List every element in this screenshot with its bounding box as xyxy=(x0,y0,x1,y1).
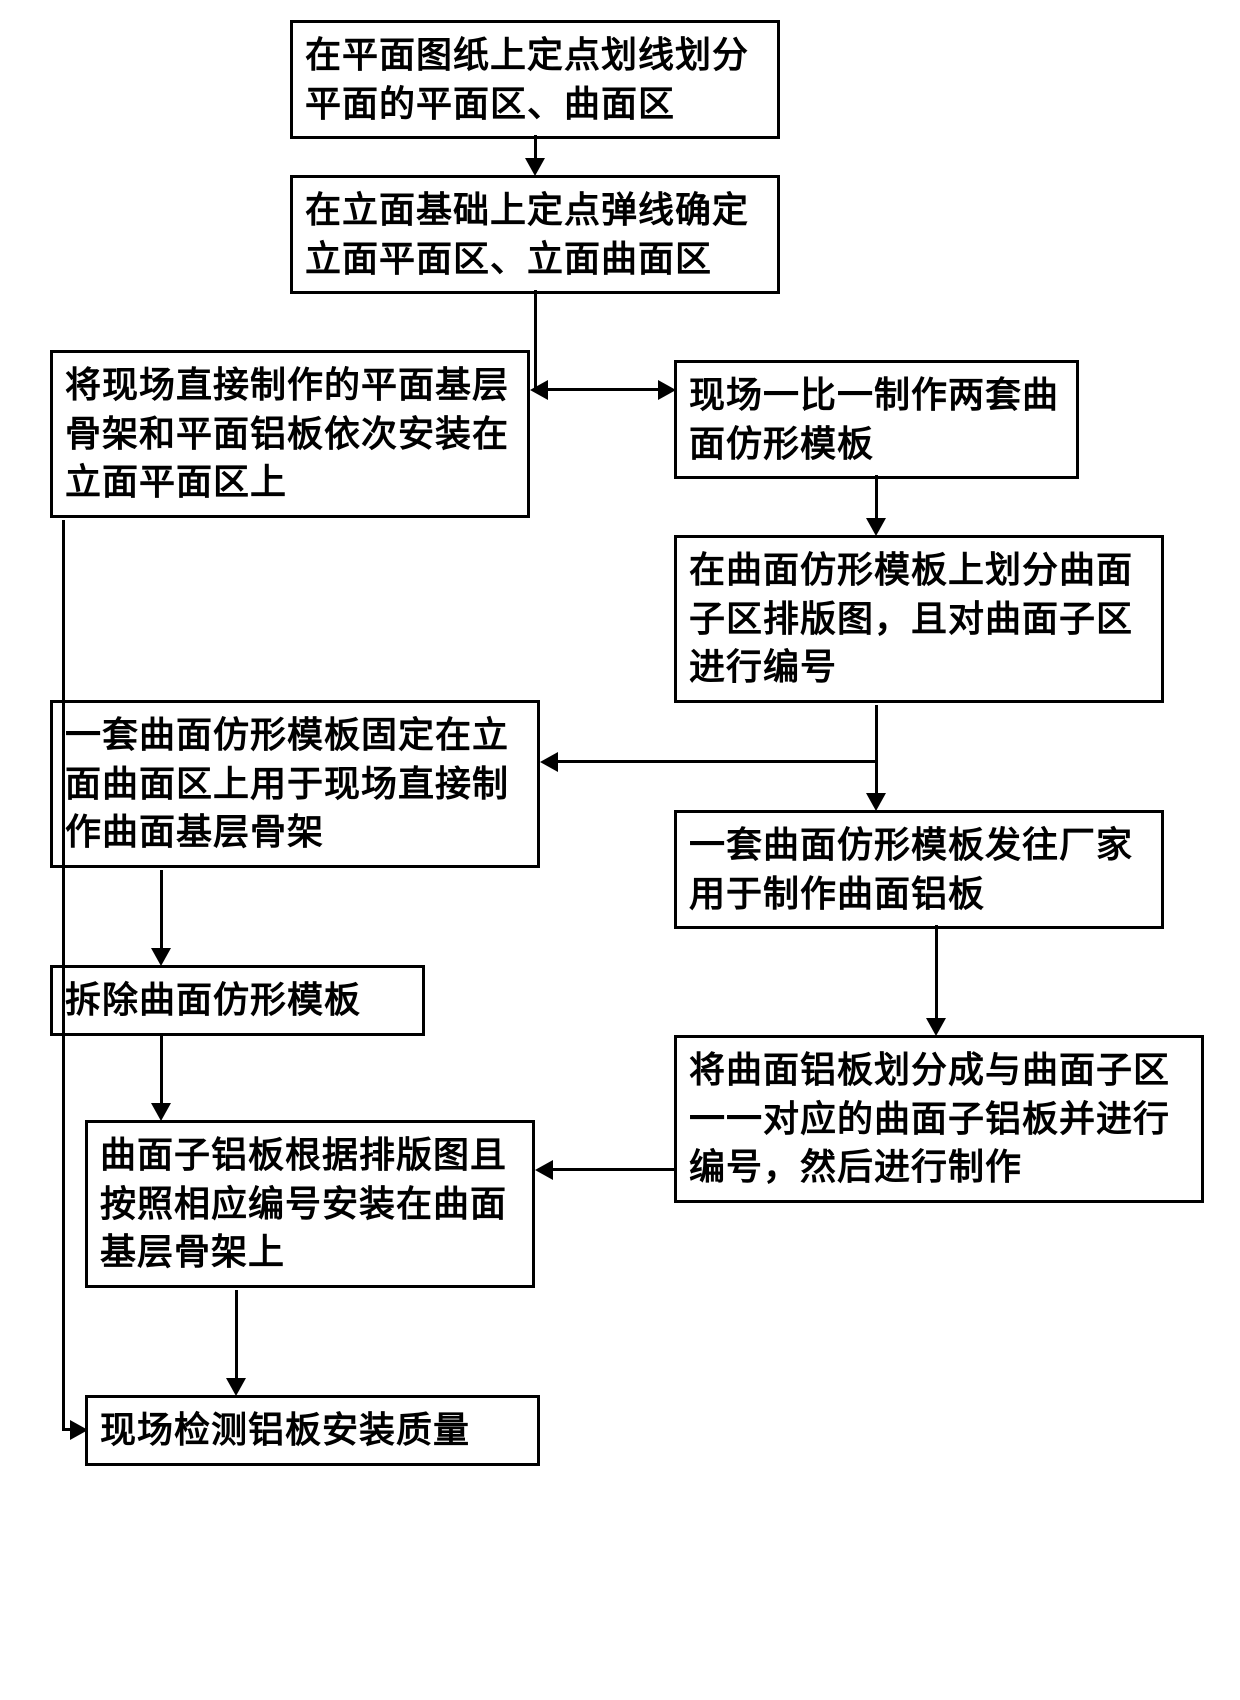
flow-node-4: 现场一比一制作两套曲面仿形模板 xyxy=(674,360,1079,479)
edge-n4-n5-head xyxy=(866,518,886,536)
flow-node-8: 拆除曲面仿形模板 xyxy=(50,965,425,1036)
edge-n3-n11-head xyxy=(70,1420,88,1440)
edge-n6-n8-head xyxy=(151,948,171,966)
edge-n2-split-v xyxy=(534,290,537,390)
edge-n3-n11-v xyxy=(62,520,65,1430)
edge-n9-n10 xyxy=(550,1168,675,1171)
edge-n7-n9-head xyxy=(926,1018,946,1036)
edge-n5-n6-head xyxy=(540,752,558,772)
edge-n2-n4-head xyxy=(658,380,676,400)
flow-node-9: 将曲面铝板划分成与曲面子区一一对应的曲面子铝板并进行编号，然后进行制作 xyxy=(674,1035,1204,1203)
flow-node-5: 在曲面仿形模板上划分曲面子区排版图，且对曲面子区进行编号 xyxy=(674,535,1164,703)
edge-n6-n8 xyxy=(160,870,163,950)
edge-n1-n2-head xyxy=(525,158,545,176)
flow-node-2: 在立面基础上定点弹线确定立面平面区、立面曲面区 xyxy=(290,175,780,294)
edge-n10-n11 xyxy=(235,1290,238,1380)
edge-n9-n10-head xyxy=(535,1160,553,1180)
edge-n1-n2 xyxy=(534,135,537,160)
edge-n5-split-v xyxy=(875,705,878,795)
edge-n7-n9 xyxy=(935,925,938,1020)
flow-node-7: 一套曲面仿形模板发往厂家用于制作曲面铝板 xyxy=(674,810,1164,929)
edge-n10-n11-head xyxy=(226,1378,246,1396)
edge-n8-n10-head xyxy=(151,1103,171,1121)
edge-n8-n10 xyxy=(160,1035,163,1105)
flow-node-10: 曲面子铝板根据排版图且按照相应编号安装在曲面基层骨架上 xyxy=(85,1120,535,1288)
edge-n5-n6-h xyxy=(555,760,877,763)
flow-node-3: 将现场直接制作的平面基层骨架和平面铝板依次安装在立面平面区上 xyxy=(50,350,530,518)
edge-n2-split-h xyxy=(534,388,662,391)
flow-node-1: 在平面图纸上定点划线划分平面的平面区、曲面区 xyxy=(290,20,780,139)
flow-node-6: 一套曲面仿形模板固定在立面曲面区上用于现场直接制作曲面基层骨架 xyxy=(50,700,540,868)
edge-n5-n7-head xyxy=(866,793,886,811)
flow-node-11: 现场检测铝板安装质量 xyxy=(85,1395,540,1466)
edge-n4-n5 xyxy=(875,475,878,520)
edge-n2-n3-head xyxy=(530,380,548,400)
